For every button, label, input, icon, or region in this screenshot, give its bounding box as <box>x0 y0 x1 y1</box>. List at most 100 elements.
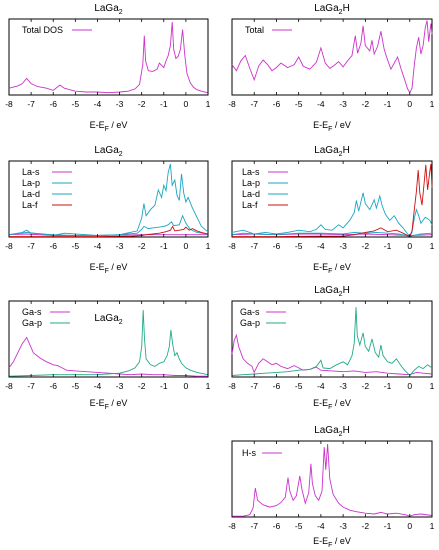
series-line-la-d <box>231 192 433 237</box>
x-tick-label: 0 <box>407 99 412 109</box>
x-tick-label: -6 <box>273 241 281 251</box>
x-tick-label: -7 <box>250 381 258 391</box>
legend: Ga-s Ga-p <box>22 307 70 328</box>
panel-laga2-ga: LaGa2 -8 -7 -6 -5 -4 -3 -2 -1 0 1 Ga-s Ga-p E-EF … <box>5 300 211 411</box>
x-tick-label: -2 <box>138 241 146 251</box>
x-tick-label: -7 <box>250 241 258 251</box>
legend: La-s La-p La-d La-f <box>242 167 288 210</box>
panel-laga2h-ga: LaGa2H -8 -7 -6 -5 -4 -3 -2 -1 0 1 Ga-s Ga-p E-EF… <box>228 285 434 411</box>
legend-label: Ga-p <box>22 318 42 328</box>
legend-label: Ga-s <box>22 307 42 317</box>
x-tick-label: 0 <box>184 241 189 251</box>
x-tick-label: 0 <box>407 381 412 391</box>
x-axis-label: E-EF / eV <box>313 262 351 275</box>
series-line-ga-s <box>231 333 433 376</box>
legend-label: La-d <box>242 189 260 199</box>
x-tick-label: -8 <box>5 99 13 109</box>
panel-laga2-la: LaGa2 -8 -7 -6 -5 -4 -3 -2 -1 0 1 La-s La-p La-d … <box>5 145 210 275</box>
panel-title: LaGa2 <box>94 3 122 16</box>
x-axis-label: E-EF / eV <box>313 536 351 549</box>
series-line-la-p <box>231 231 433 237</box>
x-tick-label: -5 <box>295 99 303 109</box>
legend-label: Ga-s <box>240 307 260 317</box>
x-tick-label: -8 <box>5 241 13 251</box>
series-line-total <box>231 20 433 94</box>
x-tick-label: -4 <box>317 241 325 251</box>
x-tick-label: 1 <box>206 241 211 251</box>
x-tick-label: -3 <box>339 381 347 391</box>
x-tick-label: -3 <box>339 99 347 109</box>
plot-frame <box>8 160 209 238</box>
legend: La-s La-p La-d La-f <box>22 167 72 210</box>
panel-title: LaGa2H <box>314 3 350 16</box>
x-tick-label: -7 <box>27 381 35 391</box>
x-axis-label: E-EF / eV <box>313 398 351 411</box>
x-axis-label: E-EF / eV <box>90 398 128 411</box>
x-tick-label: -2 <box>362 99 370 109</box>
x-tick-label: 1 <box>206 99 211 109</box>
x-tick-label: -2 <box>362 381 370 391</box>
series-line-la-p <box>8 214 209 236</box>
panel-title: LaGa2H <box>314 145 350 158</box>
x-tick-label: -4 <box>317 521 325 531</box>
x-tick-label: 0 <box>184 381 189 391</box>
x-tick-label: -1 <box>384 99 392 109</box>
legend-label: Total DOS <box>22 25 63 35</box>
plot-frame <box>231 440 433 518</box>
x-tick-label: -5 <box>295 521 303 531</box>
x-tick-label: -2 <box>138 99 146 109</box>
x-tick-label: -7 <box>250 521 258 531</box>
panel-title: LaGa2H <box>314 285 350 298</box>
series-line-ga-s <box>8 336 208 377</box>
x-axis-label: E-EF / eV <box>90 120 128 133</box>
panel-laga2-total: LaGa2 -8 -7 -6 -5 -4 -3 -2 -1 0 1 Total DOS E-EF … <box>5 3 210 133</box>
plot-frame <box>8 18 209 96</box>
series-line-la-f <box>232 163 433 238</box>
legend-label: H-s <box>242 448 256 458</box>
x-tick-label: -5 <box>72 99 80 109</box>
x-tick-label: -6 <box>49 99 57 109</box>
panel-laga2h-la: LaGa2H -8 -7 -6 -5 -4 -3 -2 -1 0 1 La-s La-p La-d… <box>228 145 434 275</box>
x-tick-label: -1 <box>160 99 168 109</box>
legend: H-s <box>242 448 282 458</box>
x-tick-label: -2 <box>362 241 370 251</box>
x-tick-label: -7 <box>250 99 258 109</box>
x-tick-label: -6 <box>273 99 281 109</box>
x-tick-label: -3 <box>339 241 347 251</box>
series-line-ga-p <box>231 307 433 377</box>
series-line-h-s <box>232 443 433 517</box>
series-line-la-f <box>9 225 209 238</box>
x-tick-label: -5 <box>72 381 80 391</box>
plot-frame <box>231 160 433 238</box>
legend-label: La-s <box>242 167 260 177</box>
x-tick-label: -6 <box>49 241 57 251</box>
x-tick-label: -6 <box>49 381 57 391</box>
x-tick-label: -4 <box>317 99 325 109</box>
plot-frame <box>8 300 209 378</box>
x-tick-label: 1 <box>430 241 435 251</box>
panel-title: LaGa2 <box>94 145 122 158</box>
x-tick-label: -1 <box>384 381 392 391</box>
x-axis-label: E-EF / eV <box>313 120 351 133</box>
legend-label: La-f <box>242 200 258 210</box>
x-tick-label: -5 <box>72 241 80 251</box>
series-line-total-dos <box>8 21 209 94</box>
series-line-ga-p <box>8 310 209 377</box>
x-axis-label: E-EF / eV <box>90 262 128 275</box>
x-tick-label: -1 <box>384 241 392 251</box>
legend-label: La-p <box>242 178 260 188</box>
panel-title: LaGa2 <box>94 313 122 326</box>
x-tick-label: -4 <box>317 381 325 391</box>
x-tick-label: -3 <box>339 521 347 531</box>
legend-label: Ga-p <box>240 318 260 328</box>
legend: Total <box>245 25 292 35</box>
panel-laga2h-h: LaGa2H -8 -7 -6 -5 -4 -3 -2 -1 0 1 H-s E-EF / eV <box>228 425 434 549</box>
x-tick-label: -1 <box>384 521 392 531</box>
legend: Total DOS <box>22 25 92 35</box>
x-tick-label: -8 <box>5 381 13 391</box>
legend-label: La-d <box>22 189 40 199</box>
x-tick-label: -4 <box>94 99 102 109</box>
x-tick-label: -3 <box>116 99 124 109</box>
x-tick-label: 1 <box>430 381 435 391</box>
x-tick-label: 0 <box>407 521 412 531</box>
